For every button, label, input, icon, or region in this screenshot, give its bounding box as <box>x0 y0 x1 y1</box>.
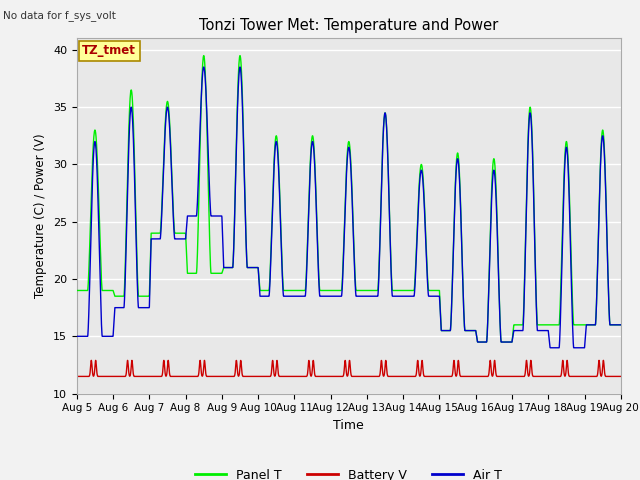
Text: No data for f_sys_volt: No data for f_sys_volt <box>3 11 116 22</box>
X-axis label: Time: Time <box>333 419 364 432</box>
Title: Tonzi Tower Met: Temperature and Power: Tonzi Tower Met: Temperature and Power <box>199 18 499 33</box>
Y-axis label: Temperature (C) / Power (V): Temperature (C) / Power (V) <box>35 134 47 298</box>
Text: TZ_tmet: TZ_tmet <box>82 44 136 58</box>
Legend: Panel T, Battery V, Air T: Panel T, Battery V, Air T <box>190 464 508 480</box>
